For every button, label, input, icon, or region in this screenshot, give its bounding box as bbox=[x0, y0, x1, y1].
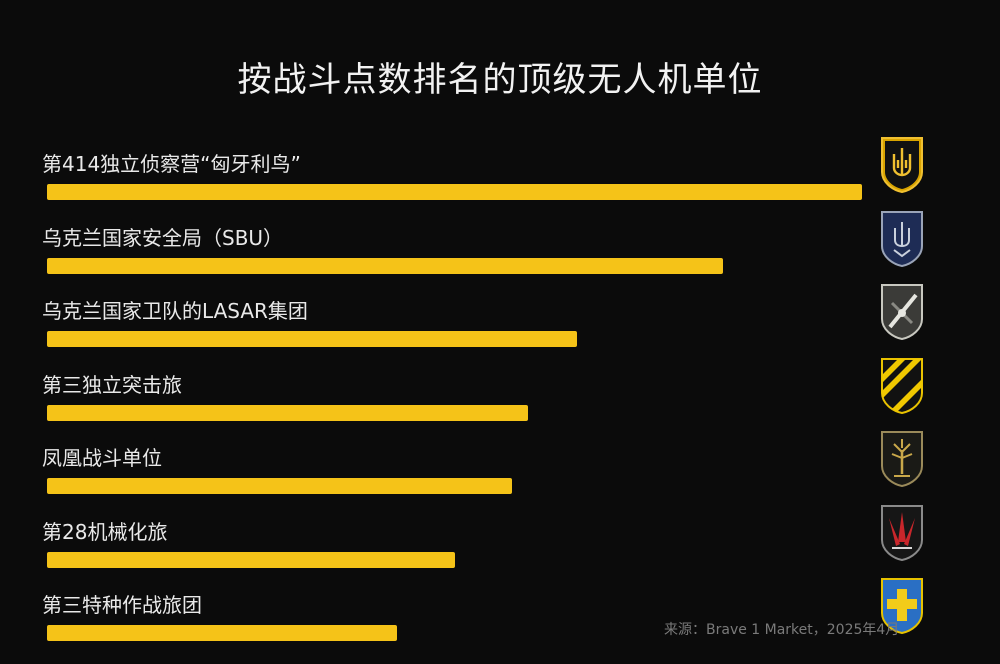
phoenix-tree-badge bbox=[880, 430, 924, 488]
category-label-1: 第414独立侦察营“匈牙利鸟” bbox=[42, 152, 301, 176]
special-ops-cross-badge bbox=[880, 577, 924, 635]
mechanized-badge bbox=[880, 504, 924, 562]
category-label-3: 乌克兰国家卫队的LASAR集团 bbox=[42, 299, 308, 323]
source-note: 来源：Brave 1 Market，2025年4月 bbox=[664, 622, 900, 638]
category-label-6: 第28机械化旅 bbox=[42, 519, 168, 544]
bar-7 bbox=[47, 625, 398, 641]
sbu-badge bbox=[880, 210, 924, 268]
trident-badge bbox=[880, 136, 924, 194]
bar-4 bbox=[47, 404, 528, 421]
bar-3 bbox=[47, 331, 577, 347]
lasar-badge bbox=[880, 283, 924, 341]
category-label-5: 凤凰战斗单位 bbox=[42, 446, 162, 470]
assault-stripes-badge bbox=[880, 357, 924, 415]
category-label-4: 第三独立突击旅 bbox=[42, 372, 182, 397]
bar-1 bbox=[47, 184, 862, 200]
chart-title: 按战斗点数排名的顶级无人机单位 bbox=[237, 60, 763, 100]
bar-6 bbox=[47, 551, 455, 568]
bar-2 bbox=[47, 257, 724, 274]
bar-5 bbox=[47, 478, 512, 494]
category-label-7: 第三特种作战旅团 bbox=[42, 593, 202, 617]
category-label-2: 乌克兰国家安全局（SBU） bbox=[42, 225, 284, 250]
